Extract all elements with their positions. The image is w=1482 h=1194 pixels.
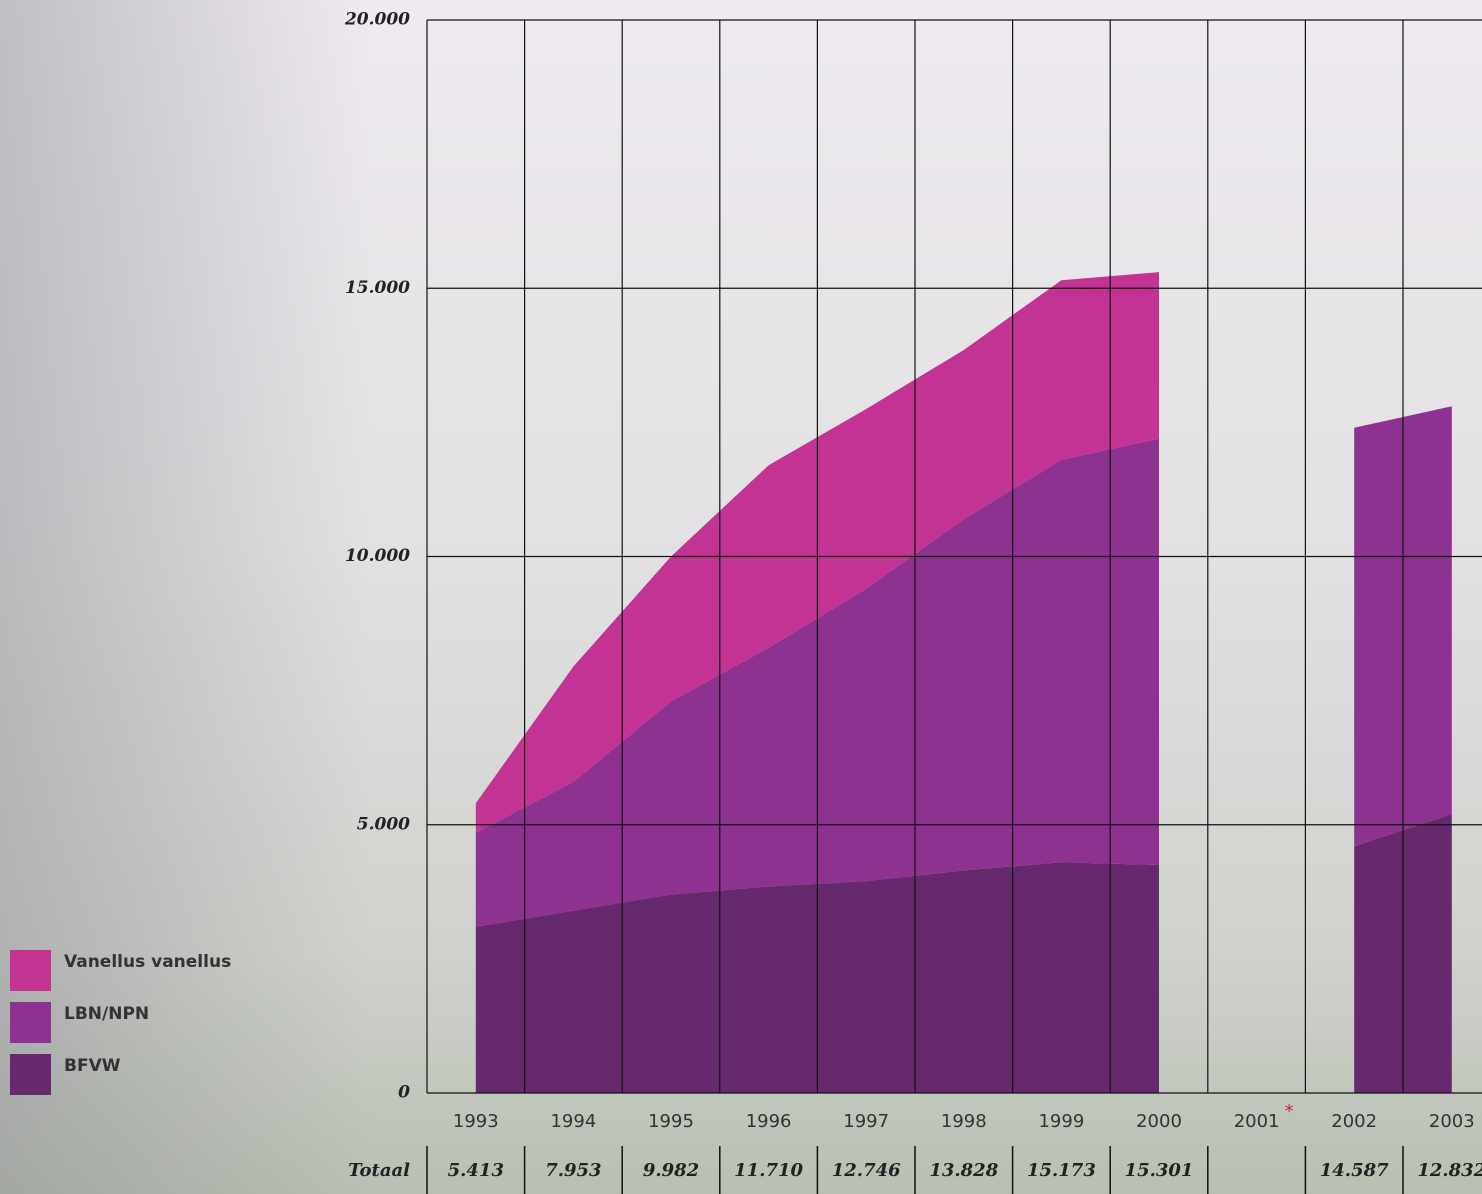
totals-label: Totaal [348,1160,410,1181]
total-label: 12.832 [1417,1160,1482,1181]
x-tick-label: 1999 [1038,1111,1084,1132]
legend-label: Vanellus vanellus [64,952,231,972]
y-tick-label: 10.000 [345,546,410,566]
x-tick-label: 1995 [648,1111,694,1132]
total-label: 15.301 [1125,1160,1194,1181]
y-tick-label: 5.000 [357,814,410,834]
y-tick-label: 15.000 [345,278,410,298]
total-label: 7.953 [545,1160,601,1181]
total-label: 12.746 [832,1160,901,1181]
legend-swatch [10,950,51,991]
x-tick-label: 1993 [453,1111,499,1132]
x-tick-label: 1996 [746,1111,792,1132]
x-tick-label: 2000 [1136,1111,1182,1132]
total-label: 15.173 [1027,1160,1096,1181]
legend-label: BFVW [64,1056,121,1076]
y-tick-label: 0 [398,1083,410,1103]
x-tick-label: 2003 [1429,1111,1475,1132]
total-label: 11.710 [734,1160,803,1181]
total-label: 9.982 [643,1160,699,1181]
legend-swatch [10,1002,51,1043]
annotation: * [1285,1101,1294,1122]
total-label: 13.828 [929,1160,998,1181]
legend-swatch [10,1054,51,1095]
legend-label: LBN/NPN [64,1004,149,1024]
x-tick-label: 2002 [1331,1111,1377,1132]
x-tick-label: 2001 [1234,1111,1280,1132]
y-tick-label: 20.000 [344,10,410,30]
total-label: 5.413 [448,1160,504,1181]
x-tick-label: 1997 [843,1111,889,1132]
total-label: 14.587 [1320,1160,1389,1181]
x-tick-label: 1998 [941,1111,987,1132]
x-tick-label: 1994 [550,1111,596,1132]
